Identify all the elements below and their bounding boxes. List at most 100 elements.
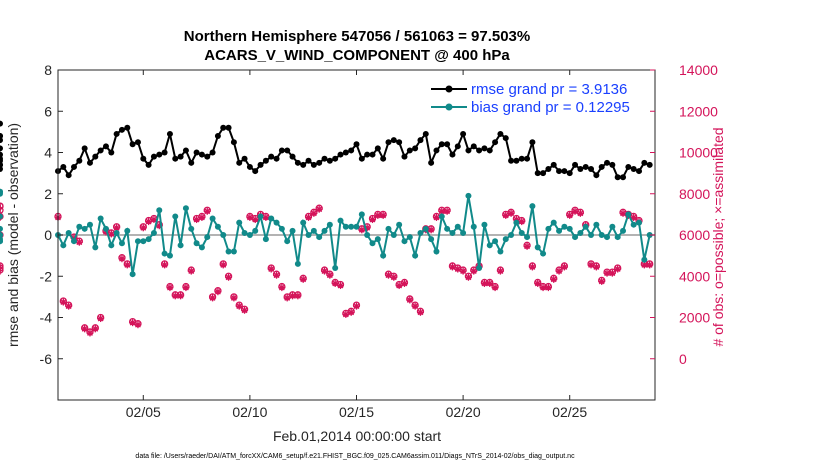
- bias-point: [161, 250, 168, 257]
- rmse-point: [252, 168, 259, 175]
- rmse-point: [332, 155, 339, 162]
- obs-assimilated-point: [123, 261, 131, 269]
- bias-point: [193, 240, 200, 247]
- obs-assimilated-point: [278, 284, 286, 292]
- bias-point: [358, 211, 365, 218]
- bias-point: [284, 238, 291, 245]
- bias-point: [326, 221, 333, 228]
- rmse-point: [150, 153, 157, 160]
- rmse-point: [465, 147, 472, 154]
- obs-assimilated-point: [448, 263, 456, 271]
- bias-point: [108, 242, 115, 249]
- bias-point: [401, 238, 408, 245]
- obs-assimilated-point: [598, 277, 606, 285]
- obs-assimilated-point: [353, 302, 360, 310]
- y-right-tick-label: 14000: [679, 62, 718, 78]
- x-tick-label: 02/15: [339, 404, 374, 420]
- bias-point: [182, 205, 189, 212]
- rmse-point: [326, 157, 333, 164]
- obs-assimilated-point: [400, 279, 408, 287]
- rmse-point: [550, 161, 557, 168]
- obs-assimilated-point: [321, 267, 329, 275]
- obs-assimilated-point: [550, 275, 558, 283]
- bias-point: [241, 229, 248, 236]
- rmse-point: [166, 130, 173, 137]
- bias-point: [230, 248, 237, 255]
- bias-point: [278, 225, 285, 232]
- bias-point: [561, 223, 568, 230]
- rmse-point: [289, 153, 296, 160]
- obs-assimilated-point: [406, 296, 414, 304]
- rmse-point: [305, 157, 312, 164]
- obs-assimilated-point: [59, 298, 67, 306]
- obs-assimilated-point: [246, 213, 254, 221]
- rmse-point: [342, 149, 349, 156]
- bias-point: [513, 219, 520, 226]
- rmse-point: [609, 161, 616, 168]
- bias-point: [76, 223, 83, 230]
- bias-point: [545, 225, 552, 232]
- rmse-point: [518, 155, 525, 162]
- obs-assimilated-point: [209, 294, 217, 302]
- rmse-point: [486, 147, 493, 154]
- bias-point: [198, 244, 205, 251]
- bias-point: [449, 229, 456, 236]
- rmse-point: [614, 174, 621, 181]
- bias-point: [417, 229, 424, 236]
- rmse-point: [172, 155, 179, 162]
- obs-assimilated-point: [496, 267, 504, 275]
- bias-point: [257, 213, 264, 220]
- obs-possible-point: [0, 262, 4, 270]
- rmse-point: [0, 145, 3, 152]
- obs-assimilated-point: [630, 213, 638, 221]
- rmse-point: [630, 166, 637, 172]
- bias-point: [593, 221, 600, 228]
- obs-assimilated-point: [646, 261, 654, 269]
- rmse-point: [502, 135, 509, 142]
- bias-point: [134, 238, 141, 245]
- rmse-point: [118, 126, 125, 133]
- rmse-point: [262, 157, 269, 164]
- bias-point: [529, 203, 536, 210]
- legend-rmse-marker: [445, 85, 453, 93]
- rmse-point: [636, 168, 643, 175]
- obs-assimilated-point: [619, 209, 627, 217]
- rmse-point: [572, 161, 579, 168]
- rmse-point: [188, 159, 195, 166]
- bias-point: [422, 225, 429, 232]
- rmse-point: [204, 153, 211, 160]
- rmse-point: [273, 155, 280, 162]
- obs-assimilated-point: [305, 213, 313, 221]
- obs-assimilated-point: [443, 207, 451, 215]
- bias-point: [641, 256, 648, 263]
- obs-assimilated-point: [576, 209, 584, 217]
- rmse-point: [566, 170, 573, 177]
- bias-point: [268, 215, 275, 222]
- rmse-point: [284, 147, 291, 154]
- bias-point: [150, 229, 157, 236]
- bias-point: [305, 232, 312, 238]
- obs-layer: [0, 202, 654, 337]
- obs-assimilated-point: [299, 275, 307, 283]
- bias-point: [321, 227, 328, 234]
- bias-point: [0, 225, 3, 232]
- rmse-point: [438, 141, 445, 148]
- obs-assimilated-point: [310, 209, 318, 217]
- obs-assimilated-point: [358, 226, 366, 234]
- bias-point: [572, 234, 579, 241]
- rmse-point: [156, 151, 163, 158]
- bias-point: [166, 252, 173, 259]
- rmse-point: [412, 145, 419, 152]
- bias-point: [566, 225, 573, 232]
- obs-assimilated-point: [129, 319, 137, 327]
- obs-assimilated-point: [523, 242, 531, 250]
- obs-assimilated-point: [427, 226, 435, 234]
- obs-assimilated-point: [161, 261, 169, 269]
- rmse-point: [236, 159, 243, 166]
- rmse-point: [220, 124, 227, 131]
- y-right-tick-label: 4000: [679, 268, 710, 284]
- y-right-tick-label: 8000: [679, 186, 710, 202]
- bias-point: [70, 238, 77, 245]
- rmse-point: [294, 159, 301, 166]
- bias-point: [406, 234, 413, 241]
